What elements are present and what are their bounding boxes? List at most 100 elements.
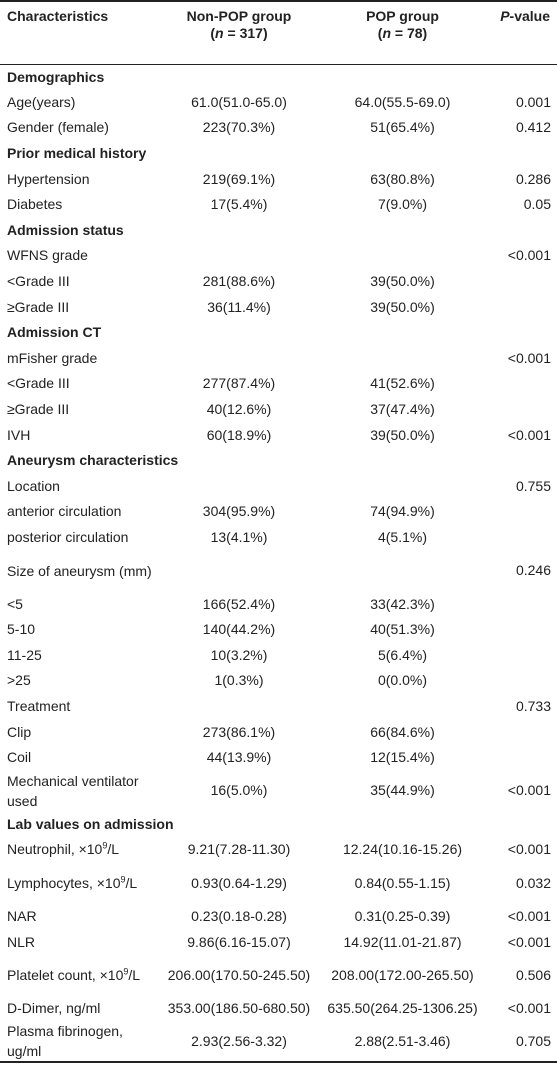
- nonpop-value: [158, 811, 320, 837]
- table-row: <Grade III 277(87.4%) 41(52.6%): [0, 371, 557, 397]
- section-label: Admission status: [7, 221, 124, 238]
- p-value: 0.246: [515, 562, 551, 579]
- table-body: Demographics Age(years) 61.0(51.0-65.0) 64.…: [0, 64, 557, 1064]
- row-label: D-Dimer, ng/ml: [7, 1000, 101, 1017]
- p-value: [485, 499, 557, 525]
- p-value: [485, 320, 557, 346]
- pop-value: [320, 550, 485, 591]
- table-row: <Grade III 281(88.6%) 39(50.0%): [0, 269, 557, 295]
- p-value: [485, 668, 557, 694]
- table-row: D-Dimer, ng/ml 353.00(186.50-680.50) 635.5…: [0, 996, 557, 1022]
- table-row: WFNS grade <0.001: [0, 243, 557, 269]
- p-value: <0.001: [507, 907, 551, 924]
- nonpop-value: 304(95.9%): [202, 503, 276, 520]
- nonpop-value: [158, 243, 320, 269]
- row-label: Location: [7, 477, 60, 494]
- p-value: [485, 745, 557, 771]
- p-value: 0.032: [515, 874, 551, 891]
- row-label: IVH: [7, 426, 31, 443]
- table-row: <5 166(52.4%) 33(42.3%): [0, 591, 557, 617]
- pop-value: 37(47.4%): [370, 401, 435, 418]
- table-row: ≥Grade III 36(11.4%) 39(50.0%): [0, 294, 557, 320]
- row-label: <Grade III: [7, 273, 70, 290]
- row-label: Coil: [7, 749, 32, 766]
- pop-value: 4(5.1%): [377, 528, 428, 545]
- nonpop-value: 353.00(186.50-680.50): [167, 1000, 311, 1017]
- pop-value: 39(50.0%): [370, 298, 435, 315]
- nonpop-value: 40(12.6%): [206, 401, 272, 418]
- table-row: NAR 0.23(0.18-0.28) 0.31(0.25-0.39) <0.001: [0, 904, 557, 930]
- pop-value: [320, 694, 485, 720]
- nonpop-value: 281(88.6%): [202, 273, 276, 290]
- section-row: Aneurysm characteristics: [0, 448, 557, 474]
- nonpop-value: 140(44.2%): [202, 621, 276, 638]
- row-label: Size of aneurysm (mm): [7, 562, 152, 579]
- p-value: [485, 591, 557, 617]
- row-label: Mechanical ventilator used: [7, 772, 139, 809]
- p-value: 0.412: [515, 119, 551, 136]
- nonpop-value: [158, 218, 320, 244]
- table-row: anterior circulation 304(95.9%) 74(94.9%): [0, 499, 557, 525]
- pop-value: 51(65.4%): [370, 119, 435, 136]
- p-value: [485, 141, 557, 167]
- pop-value: [320, 448, 485, 474]
- p-value: <0.001: [507, 426, 551, 443]
- pop-value: 74(94.9%): [370, 503, 435, 520]
- pop-value: 40(51.3%): [370, 621, 435, 638]
- nonpop-value: 206.00(170.50-245.50): [167, 966, 311, 983]
- nonpop-value: 1(0.3%): [214, 672, 264, 689]
- p-value: <0.001: [507, 247, 551, 264]
- p-value: [485, 294, 557, 320]
- pop-value: 14.92(11.01-21.87): [343, 933, 462, 950]
- row-label: posterior circulation: [7, 528, 129, 545]
- p-value: <0.001: [507, 782, 551, 799]
- nonpop-value: [158, 474, 320, 500]
- nonpop-value: 219(69.1%): [202, 170, 276, 187]
- section-label: Admission CT: [7, 324, 102, 341]
- nonpop-value: 13(4.1%): [210, 528, 268, 545]
- p-value: [485, 371, 557, 397]
- nonpop-value: 273(86.1%): [202, 723, 276, 740]
- row-label: Plasma fibrinogen, ug/ml: [0, 1021, 158, 1064]
- row-label: NLR: [7, 933, 36, 950]
- table-header: Characteristics Non-POP group (n = 317) P…: [0, 0, 557, 65]
- header-pvalue: P-value: [485, 0, 557, 65]
- table-row: Lymphocytes, ×109/L 0.93(0.64-1.29) 0.84(0…: [0, 863, 557, 904]
- pop-value: [320, 218, 485, 244]
- section-label: Prior medical history: [7, 145, 147, 162]
- header-characteristics: Characteristics: [0, 0, 158, 65]
- row-label: <Grade III: [7, 375, 70, 392]
- table-row: Platelet count, ×109/L 206.00(170.50-245.…: [0, 955, 557, 996]
- nonpop-value: 0.23(0.18-0.28): [191, 907, 287, 924]
- row-label: Lymphocytes, ×109/L: [7, 874, 138, 892]
- row-label: Platelet count, ×109/L: [7, 966, 141, 984]
- pop-value: 64.0(55.5-69.0): [354, 93, 451, 110]
- section-row: Prior medical history: [0, 141, 557, 167]
- p-value: 0.001: [515, 93, 551, 110]
- table-row: 11-25 10(3.2%) 5(6.4%): [0, 642, 557, 668]
- pop-value: 66(84.6%): [370, 723, 435, 740]
- pop-value: [320, 474, 485, 500]
- table-row: Plasma fibrinogen, ug/ml 2.93(2.56-3.32) 2…: [0, 1021, 557, 1064]
- section-label: Aneurysm characteristics: [7, 452, 179, 469]
- row-label: >25: [7, 672, 31, 689]
- pop-value: [320, 346, 485, 372]
- pop-value: 0(0.0%): [377, 672, 428, 689]
- characteristics-table: Characteristics Non-POP group (n = 317) P…: [0, 0, 557, 1064]
- p-value: <0.001: [507, 349, 551, 366]
- pop-value: 7(9.0%): [377, 196, 428, 213]
- table-row: Location 0.755: [0, 474, 557, 500]
- section-label: Lab values on admission: [7, 815, 174, 832]
- nonpop-value: 9.21(7.28-11.30): [187, 841, 291, 858]
- row-label: Gender (female): [7, 119, 109, 136]
- pop-value: 41(52.6%): [370, 375, 435, 392]
- table-row: Age(years) 61.0(51.0-65.0) 64.0(55.5-69.0)…: [0, 90, 557, 116]
- p-value: 0.755: [515, 477, 551, 494]
- pop-value: 35(44.9%): [370, 782, 435, 799]
- pop-value: [320, 141, 485, 167]
- pop-value: 635.50(264.25-1306.25): [327, 1000, 478, 1017]
- p-value: [485, 397, 557, 423]
- nonpop-value: 60(18.9%): [206, 426, 272, 443]
- p-value: [485, 642, 557, 668]
